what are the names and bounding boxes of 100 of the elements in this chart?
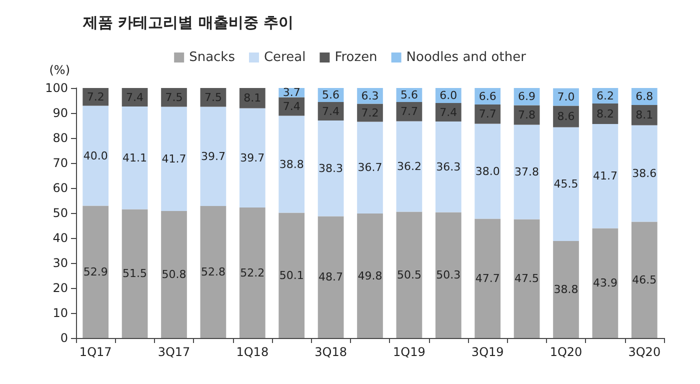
data-label: 50.5 xyxy=(396,268,422,282)
data-label: 7.4 xyxy=(440,106,458,119)
data-label: 52.9 xyxy=(83,265,108,278)
data-label: 6.6 xyxy=(478,90,496,103)
bar xyxy=(514,219,540,338)
bar xyxy=(122,106,148,210)
data-label: 46.5 xyxy=(632,273,657,286)
data-label: 37.8 xyxy=(514,166,540,178)
bar xyxy=(357,214,383,338)
y-tick-label: 50 xyxy=(52,206,68,220)
legend-label: Noodles and other xyxy=(406,50,527,65)
data-label: 36.3 xyxy=(436,160,461,174)
bar xyxy=(82,206,109,338)
data-label: 8.1 xyxy=(244,92,262,105)
y-tick-label: 60 xyxy=(52,181,68,195)
bar xyxy=(435,212,462,338)
data-label: 7.5 xyxy=(204,90,222,104)
data-label: 6.0 xyxy=(440,89,458,102)
data-label: 6.2 xyxy=(596,89,614,102)
bar xyxy=(200,88,226,107)
data-label: 51.5 xyxy=(122,267,148,280)
data-label: 8.2 xyxy=(596,107,614,120)
data-label: 5.6 xyxy=(322,88,340,102)
data-label: 41.1 xyxy=(122,151,148,164)
bar xyxy=(553,241,579,338)
y-tick-label: 100 xyxy=(45,81,68,95)
bar xyxy=(278,212,305,338)
data-label: 40.0 xyxy=(83,149,108,162)
x-tick-label: 1Q17 xyxy=(79,345,112,359)
y-tick-label: 30 xyxy=(52,256,68,270)
bar xyxy=(592,228,618,338)
data-label: 6.8 xyxy=(636,90,654,103)
data-label: 48.7 xyxy=(318,270,344,284)
x-tick-label: 3Q19 xyxy=(471,345,504,359)
y-tick-label: 90 xyxy=(52,106,68,120)
y-axis-title: (%) xyxy=(49,63,70,77)
bar xyxy=(239,208,266,338)
x-tick-label: 1Q19 xyxy=(393,345,426,359)
bar xyxy=(474,104,501,124)
data-label: 38.8 xyxy=(279,158,304,171)
bar xyxy=(592,124,618,228)
data-label: 3.7 xyxy=(282,86,300,100)
x-tick-label: 3Q20 xyxy=(628,345,661,359)
data-label: 7.0 xyxy=(557,90,575,104)
bar xyxy=(631,105,658,126)
data-label: 7.8 xyxy=(518,108,536,122)
data-label: 47.7 xyxy=(475,272,500,285)
bar xyxy=(278,116,305,213)
bar xyxy=(631,125,658,222)
bar xyxy=(82,106,109,206)
data-label: 47.5 xyxy=(514,272,540,286)
data-label: 50.1 xyxy=(279,268,304,282)
y-tick-label: 80 xyxy=(52,131,68,145)
data-label: 39.7 xyxy=(200,150,226,163)
data-label: 7.2 xyxy=(86,90,104,104)
y-tick-label: 20 xyxy=(52,281,68,295)
y-tick-label: 70 xyxy=(52,156,68,170)
bar xyxy=(631,222,658,338)
data-label: 52.8 xyxy=(200,266,226,278)
data-label: 6.3 xyxy=(361,89,379,102)
bar xyxy=(435,103,462,122)
data-label: 49.8 xyxy=(358,269,382,282)
bar xyxy=(122,209,148,338)
bar xyxy=(396,212,422,338)
data-label: 43.9 xyxy=(592,276,618,290)
chart-title: 제품 카테고리별 매출비중 추이 xyxy=(82,14,294,32)
bar xyxy=(474,218,501,338)
bar xyxy=(396,121,422,212)
data-label: 36.7 xyxy=(358,161,382,174)
x-tick-label: 3Q17 xyxy=(158,345,190,359)
data-label: 5.6 xyxy=(400,88,418,102)
data-label: 6.9 xyxy=(518,90,536,104)
x-tick-label: 1Q20 xyxy=(550,345,582,359)
bar xyxy=(200,106,226,206)
data-label: 41.7 xyxy=(162,152,186,166)
bar xyxy=(396,102,422,122)
x-tick-label: 3Q18 xyxy=(314,345,347,359)
data-label: 38.6 xyxy=(632,167,657,180)
data-label: 36.2 xyxy=(396,160,422,173)
bar xyxy=(514,124,540,220)
data-label: 52.2 xyxy=(240,266,265,280)
data-label: 39.7 xyxy=(240,151,265,164)
y-tick-label: 40 xyxy=(52,231,68,245)
bar xyxy=(161,211,187,338)
data-label: 41.7 xyxy=(592,170,618,183)
data-label: 38.3 xyxy=(318,162,344,175)
bar xyxy=(239,88,266,108)
bar xyxy=(435,122,462,212)
bar xyxy=(278,97,305,116)
data-label: 38.0 xyxy=(475,164,500,178)
bar xyxy=(239,108,266,208)
data-label: 50.8 xyxy=(162,268,186,281)
legend-label: Frozen xyxy=(334,50,378,65)
bar xyxy=(318,120,344,216)
bar xyxy=(357,122,383,214)
bar xyxy=(357,104,383,122)
data-label: 7.2 xyxy=(361,106,379,120)
data-label: 8.1 xyxy=(636,108,654,122)
data-label: 7.5 xyxy=(165,90,183,104)
data-label: 7.4 xyxy=(282,100,300,113)
